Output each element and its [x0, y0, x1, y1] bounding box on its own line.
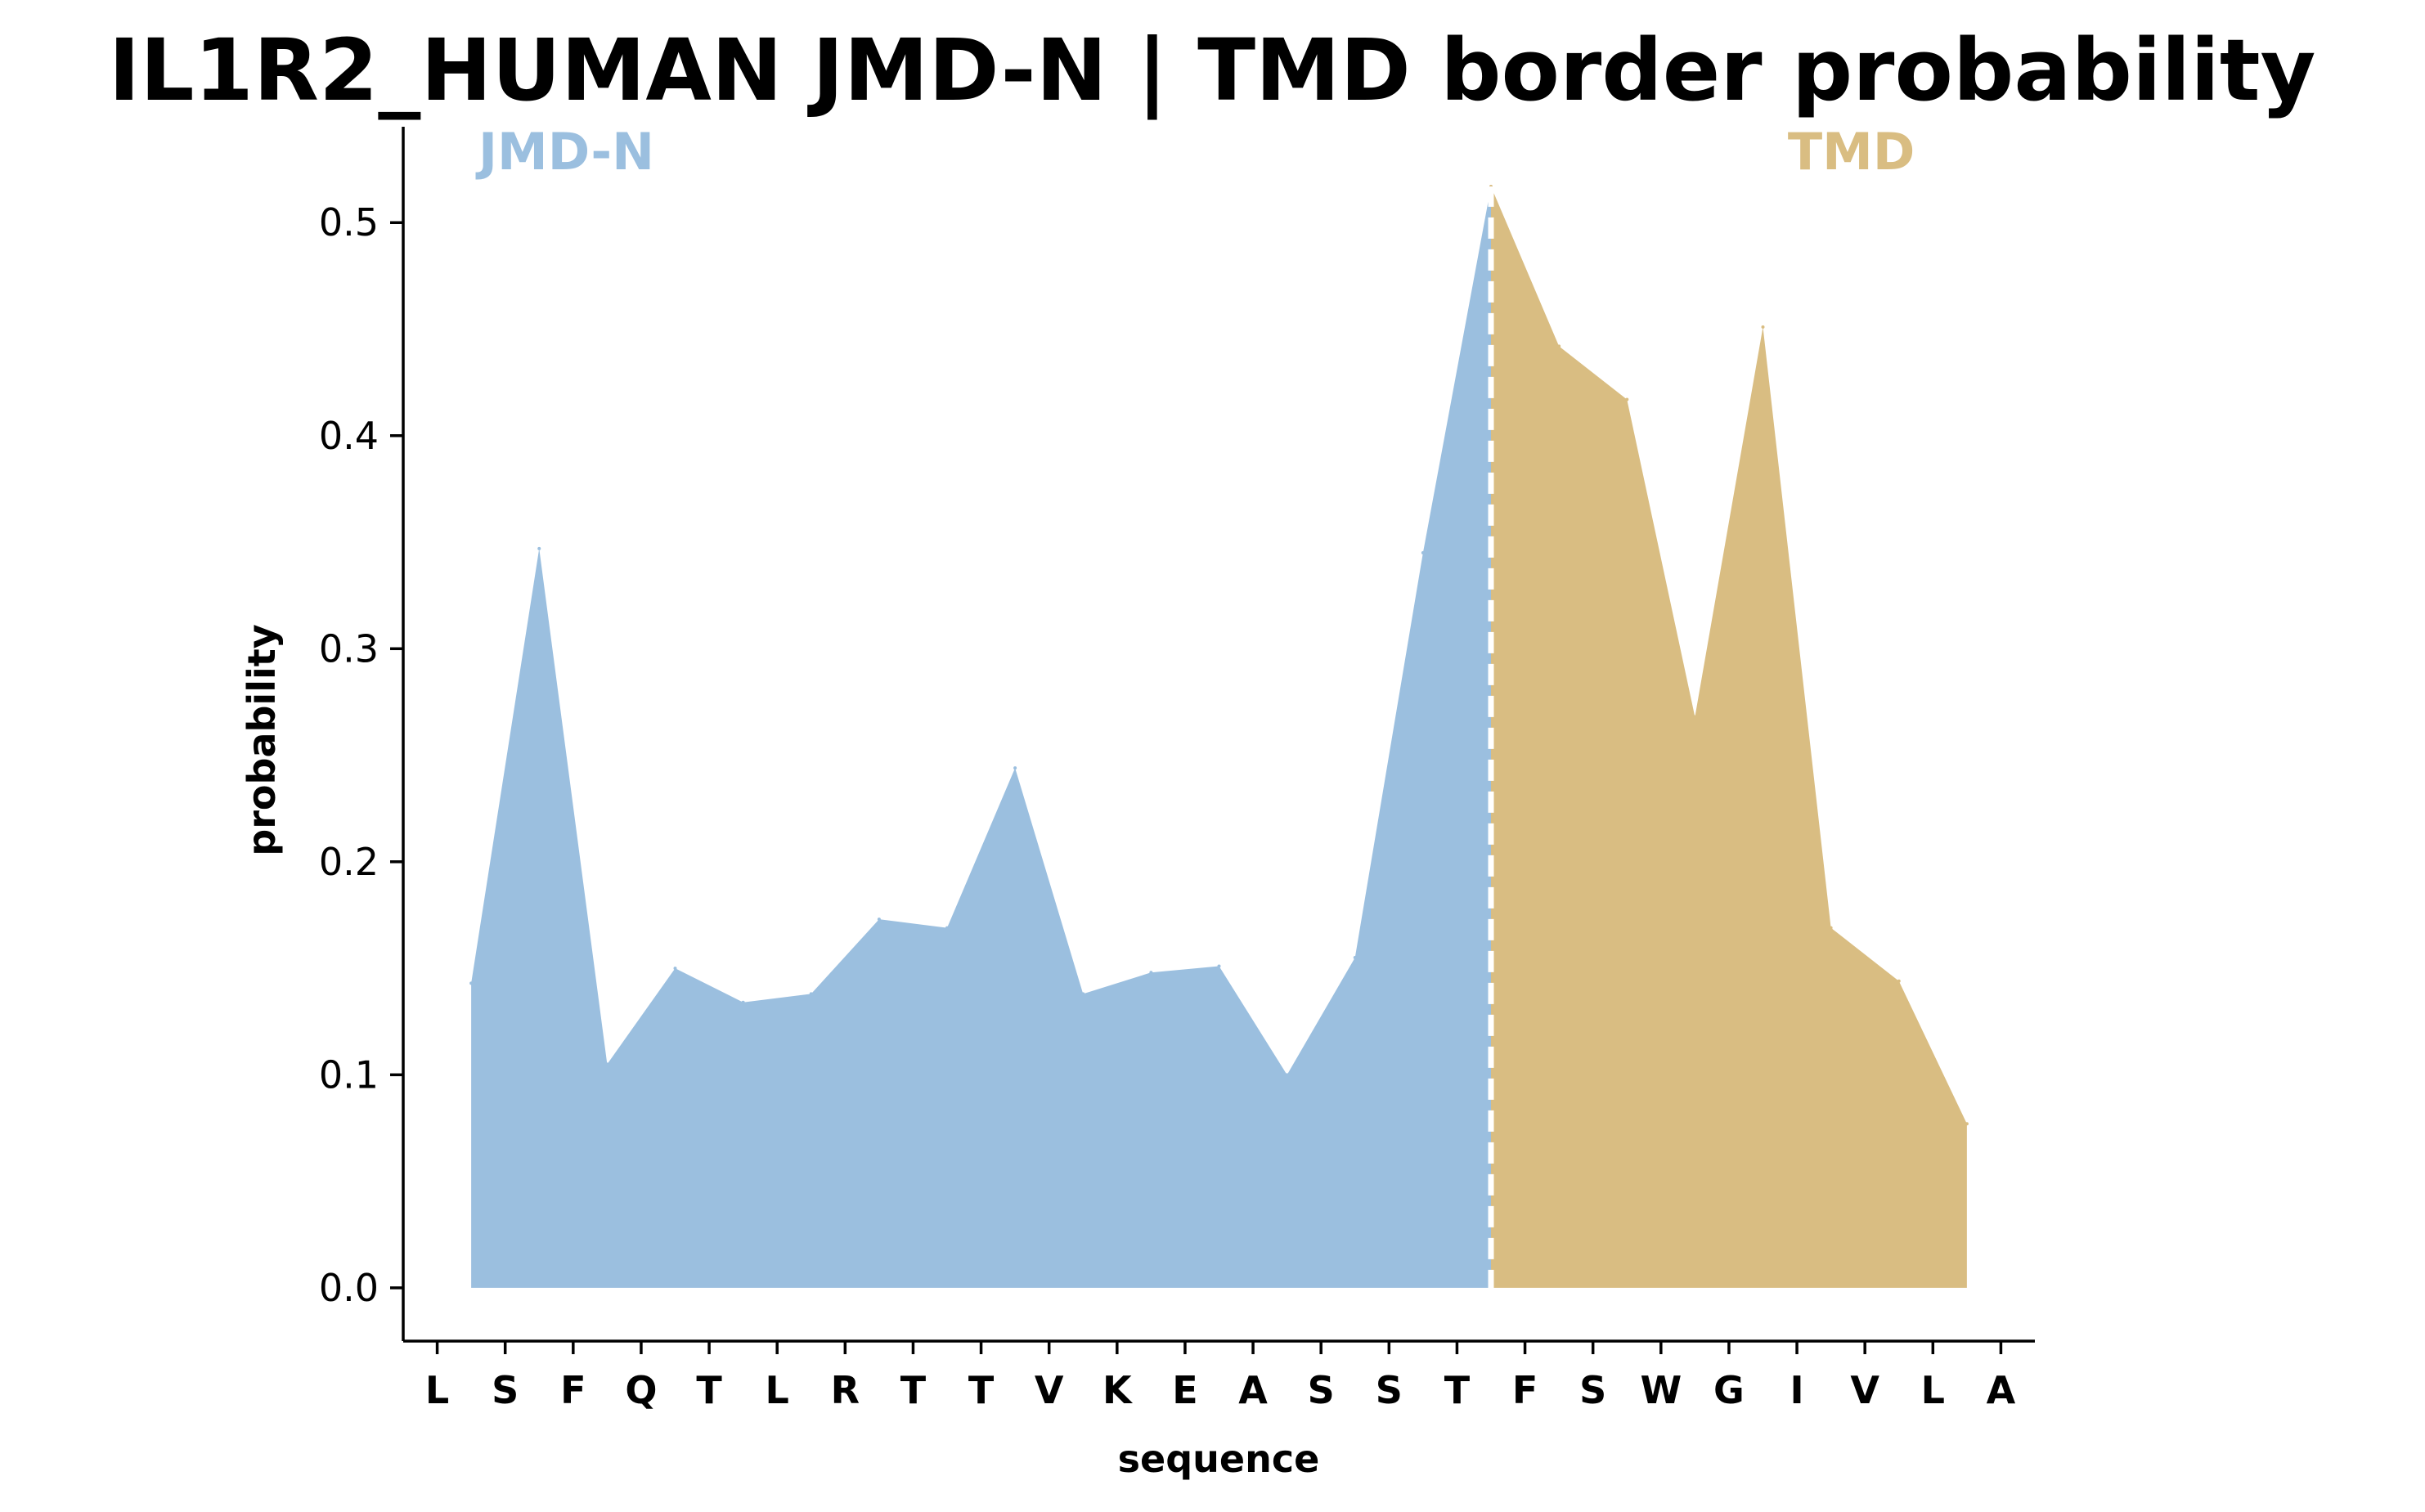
data-point	[1217, 964, 1221, 968]
y-tick-label: 0.0	[319, 1266, 379, 1310]
x-tick-label: Q	[625, 1368, 657, 1412]
data-point	[1013, 766, 1017, 770]
y-tick-label: 0.1	[319, 1052, 379, 1097]
data-point	[1829, 926, 1833, 930]
data-point	[1081, 992, 1085, 996]
x-tick-label: F	[1512, 1368, 1538, 1412]
x-tick-label: T	[900, 1368, 927, 1412]
x-tick-label: V	[1850, 1368, 1879, 1412]
y-tick-label: 0.3	[319, 626, 379, 671]
x-tick-label: F	[560, 1368, 586, 1412]
region-label-jmd-n: JMD-N	[475, 122, 654, 182]
data-point	[1693, 715, 1697, 719]
region-label-tmd: TMD	[1788, 122, 1915, 182]
data-point	[1965, 1122, 1969, 1126]
data-point	[809, 992, 813, 996]
jmd-n-area	[471, 186, 1491, 1288]
data-point	[537, 546, 541, 550]
data-point	[469, 981, 474, 985]
x-tick-label: S	[1579, 1368, 1606, 1412]
y-tick-label: 0.2	[319, 840, 379, 884]
data-point	[1421, 551, 1425, 555]
x-tick-label: W	[1640, 1368, 1682, 1412]
x-tick-label: V	[1035, 1368, 1064, 1412]
data-point	[945, 926, 949, 930]
tmd-area	[1491, 186, 1967, 1288]
x-tick-label: E	[1172, 1368, 1197, 1412]
data-point	[877, 918, 881, 922]
data-point	[1557, 344, 1561, 348]
x-tick-label: L	[425, 1368, 449, 1412]
y-tick-label: 0.4	[319, 414, 379, 458]
x-tick-label: T	[968, 1368, 995, 1412]
data-point	[1761, 325, 1765, 329]
data-point	[1897, 979, 1901, 983]
x-tick-label: G	[1713, 1368, 1745, 1412]
x-tick-label: S	[1308, 1368, 1335, 1412]
x-axis-label: sequence	[1118, 1437, 1320, 1481]
y-axis-label: probability	[240, 624, 284, 855]
y-tick-label: 0.5	[319, 200, 379, 245]
data-point	[1285, 1073, 1289, 1077]
x-tick-label: S	[492, 1368, 519, 1412]
data-point	[1149, 971, 1153, 975]
chart-title: IL1R2_HUMAN JMD-N | TMD border probabili…	[109, 20, 2316, 120]
data-point	[673, 967, 677, 971]
x-tick-label: R	[831, 1368, 860, 1412]
x-tick-label: K	[1102, 1368, 1134, 1412]
data-point	[605, 1062, 609, 1066]
data-point	[1353, 956, 1357, 960]
plot-area: JMD-N TMD	[469, 122, 1969, 1291]
x-tick-label: L	[1921, 1368, 1945, 1412]
x-tick-label: I	[1790, 1368, 1804, 1412]
axes: 0.00.10.20.30.40.5L S F Q T L R T T V K E A S S T F S W G I V…	[319, 127, 2035, 1412]
x-tick-label: L	[766, 1368, 789, 1412]
x-tick-label: T	[1444, 1368, 1471, 1412]
x-tick-label: A	[1987, 1368, 2016, 1412]
data-point	[741, 1000, 745, 1004]
data-point	[1625, 397, 1629, 402]
x-tick-label: T	[696, 1368, 722, 1412]
x-tick-label: S	[1376, 1368, 1403, 1412]
x-tick-label: A	[1238, 1368, 1268, 1412]
